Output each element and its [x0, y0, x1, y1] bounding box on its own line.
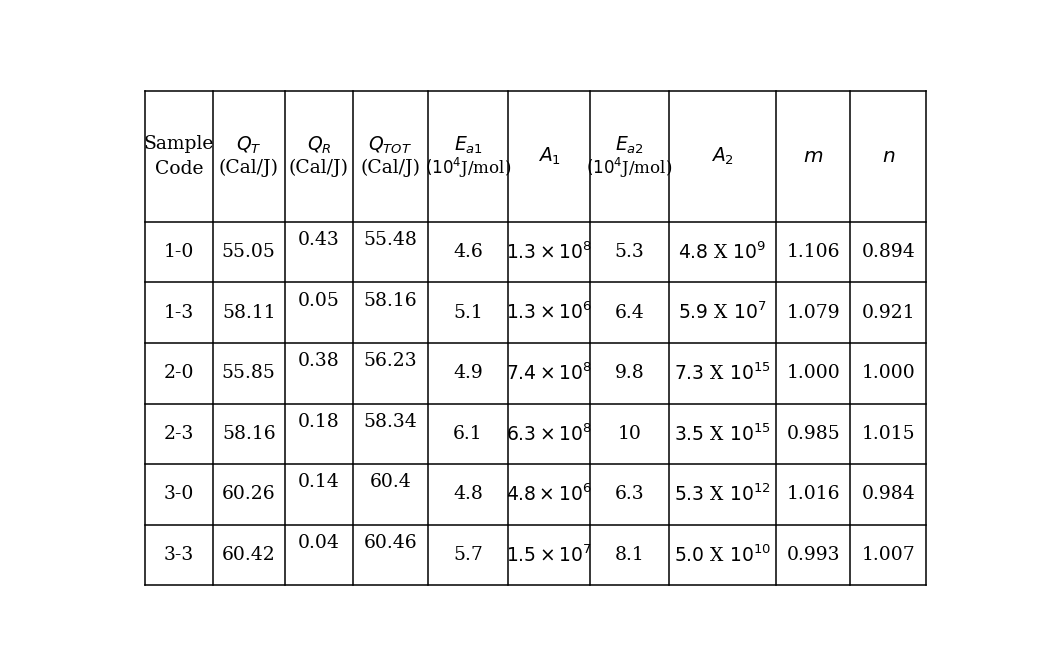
Text: $Q_T$: $Q_T$	[236, 135, 261, 156]
Text: 1.016: 1.016	[787, 486, 840, 503]
Text: (Cal/J): (Cal/J)	[361, 159, 420, 177]
Text: 1-0: 1-0	[164, 243, 194, 261]
Text: $1.3\times10^{6}$: $1.3\times10^{6}$	[506, 302, 593, 324]
Text: 55.85: 55.85	[222, 364, 276, 382]
Text: (Cal/J): (Cal/J)	[218, 159, 279, 177]
Text: $E_{a1}$: $E_{a1}$	[454, 135, 483, 156]
Text: 3-3: 3-3	[164, 546, 194, 564]
Text: 55.48: 55.48	[364, 231, 417, 249]
Text: $5.3$ X $10^{12}$: $5.3$ X $10^{12}$	[674, 484, 771, 505]
Text: 2-0: 2-0	[164, 364, 194, 382]
Text: 3-0: 3-0	[164, 486, 194, 503]
Text: $A_2$: $A_2$	[711, 146, 734, 167]
Text: 0.38: 0.38	[298, 352, 340, 370]
Text: $Q_{TOT}$: $Q_{TOT}$	[369, 135, 413, 156]
Text: $4.8\times10^{6}$: $4.8\times10^{6}$	[506, 484, 593, 505]
Text: $3.5$ X $10^{15}$: $3.5$ X $10^{15}$	[674, 423, 771, 444]
Text: 8.1: 8.1	[614, 546, 645, 564]
Text: 60.4: 60.4	[370, 474, 412, 492]
Text: 1.000: 1.000	[786, 364, 840, 382]
Text: $E_{a2}$: $E_{a2}$	[614, 135, 644, 156]
Text: 56.23: 56.23	[364, 352, 417, 370]
Text: 5.7: 5.7	[454, 546, 483, 564]
Text: 1.079: 1.079	[787, 304, 840, 322]
Text: 1.106: 1.106	[787, 243, 840, 261]
Text: 58.16: 58.16	[364, 292, 417, 310]
Text: 6.4: 6.4	[614, 304, 645, 322]
Text: 0.984: 0.984	[861, 486, 915, 503]
Text: $A_1$: $A_1$	[538, 146, 560, 167]
Text: 58.34: 58.34	[364, 413, 417, 431]
Text: 5.3: 5.3	[614, 243, 645, 261]
Text: 1.015: 1.015	[861, 425, 915, 443]
Text: 58.16: 58.16	[222, 425, 276, 443]
Text: 55.05: 55.05	[222, 243, 276, 261]
Text: 4.6: 4.6	[454, 243, 483, 261]
Text: $5.0$ X $10^{10}$: $5.0$ X $10^{10}$	[674, 544, 771, 565]
Text: (Cal/J): (Cal/J)	[288, 159, 349, 177]
Text: 0.04: 0.04	[298, 533, 340, 551]
Text: $(10^4$J/mol): $(10^4$J/mol)	[586, 156, 673, 180]
Text: $7.4\times10^{8}$: $7.4\times10^{8}$	[506, 362, 593, 384]
Text: 0.993: 0.993	[787, 546, 840, 564]
Text: 0.43: 0.43	[298, 231, 340, 249]
Text: 58.11: 58.11	[222, 304, 276, 322]
Text: 9.8: 9.8	[614, 364, 645, 382]
Text: 1.007: 1.007	[861, 546, 915, 564]
Text: 1.000: 1.000	[861, 364, 915, 382]
Text: 60.42: 60.42	[222, 546, 276, 564]
Text: 10: 10	[618, 425, 642, 443]
Text: $(10^4$J/mol): $(10^4$J/mol)	[425, 156, 511, 180]
Text: 0.18: 0.18	[298, 413, 340, 431]
Text: 60.26: 60.26	[222, 486, 276, 503]
Text: 4.9: 4.9	[454, 364, 483, 382]
Text: 4.8: 4.8	[454, 486, 483, 503]
Text: 0.14: 0.14	[298, 474, 340, 492]
Text: $7.3$ X $10^{15}$: $7.3$ X $10^{15}$	[674, 362, 771, 384]
Text: 60.46: 60.46	[364, 533, 417, 551]
Text: $m$: $m$	[804, 147, 823, 166]
Text: Sample
Code: Sample Code	[144, 135, 214, 178]
Text: $6.3\times10^{8}$: $6.3\times10^{8}$	[506, 423, 593, 444]
Text: 2-3: 2-3	[164, 425, 194, 443]
Text: $1.3\times10^{8}$: $1.3\times10^{8}$	[506, 242, 593, 263]
Text: $1.5\times10^{7}$: $1.5\times10^{7}$	[506, 544, 593, 565]
Text: 0.05: 0.05	[298, 292, 340, 310]
Text: 1-3: 1-3	[164, 304, 194, 322]
Text: 6.1: 6.1	[454, 425, 483, 443]
Text: $5.9$ X $10^{7}$: $5.9$ X $10^{7}$	[678, 302, 767, 324]
Text: 0.985: 0.985	[786, 425, 840, 443]
Text: 0.894: 0.894	[861, 243, 915, 261]
Text: $4.8$ X $10^{9}$: $4.8$ X $10^{9}$	[678, 242, 766, 263]
Text: $n$: $n$	[882, 147, 895, 166]
Text: 0.921: 0.921	[861, 304, 915, 322]
Text: 6.3: 6.3	[614, 486, 644, 503]
Text: 5.1: 5.1	[454, 304, 483, 322]
Text: $Q_R$: $Q_R$	[306, 135, 331, 156]
